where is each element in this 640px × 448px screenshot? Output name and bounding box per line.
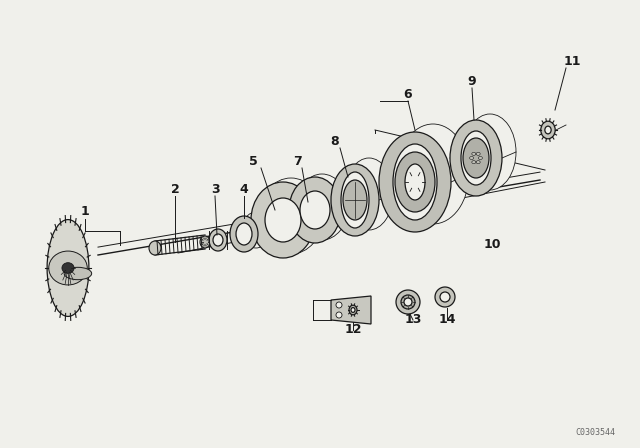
Text: 9: 9 (468, 75, 476, 88)
Ellipse shape (479, 156, 483, 159)
Ellipse shape (349, 305, 357, 315)
Text: 12: 12 (344, 323, 362, 336)
Text: 5: 5 (248, 155, 257, 168)
Ellipse shape (265, 198, 301, 242)
Text: 7: 7 (294, 155, 302, 168)
Ellipse shape (461, 131, 491, 185)
Ellipse shape (251, 182, 315, 258)
Text: 2: 2 (171, 183, 179, 196)
Text: 3: 3 (211, 183, 220, 196)
Ellipse shape (209, 229, 227, 251)
Ellipse shape (259, 178, 323, 254)
Ellipse shape (393, 144, 437, 220)
Ellipse shape (289, 177, 341, 243)
Ellipse shape (200, 236, 210, 248)
Ellipse shape (404, 298, 412, 306)
Ellipse shape (336, 302, 342, 308)
Text: 13: 13 (404, 313, 422, 326)
Ellipse shape (435, 287, 455, 307)
Ellipse shape (296, 174, 348, 240)
Text: 6: 6 (404, 88, 412, 101)
Ellipse shape (405, 164, 425, 200)
Ellipse shape (331, 164, 379, 236)
Text: C0303544: C0303544 (575, 427, 615, 436)
Polygon shape (331, 296, 371, 324)
Ellipse shape (470, 156, 474, 159)
Ellipse shape (236, 223, 252, 245)
Ellipse shape (351, 308, 355, 312)
Ellipse shape (341, 172, 369, 228)
Ellipse shape (49, 251, 87, 285)
Ellipse shape (336, 312, 342, 318)
Ellipse shape (396, 290, 420, 314)
Ellipse shape (343, 180, 367, 220)
Text: 4: 4 (239, 183, 248, 196)
Ellipse shape (545, 126, 551, 134)
Ellipse shape (345, 158, 393, 230)
Text: 11: 11 (563, 55, 580, 68)
Ellipse shape (230, 216, 258, 252)
Text: 10: 10 (483, 238, 500, 251)
Ellipse shape (463, 138, 489, 178)
Ellipse shape (64, 267, 92, 280)
Ellipse shape (397, 124, 469, 224)
Ellipse shape (62, 263, 74, 273)
Ellipse shape (213, 234, 223, 246)
Ellipse shape (395, 152, 435, 212)
Ellipse shape (476, 161, 480, 164)
Ellipse shape (149, 241, 161, 255)
Ellipse shape (472, 152, 476, 155)
Ellipse shape (242, 212, 270, 248)
Ellipse shape (401, 295, 415, 309)
Ellipse shape (379, 132, 451, 232)
Ellipse shape (464, 114, 516, 190)
Text: 8: 8 (331, 135, 339, 148)
Ellipse shape (476, 152, 480, 155)
Text: 14: 14 (438, 313, 456, 326)
Text: 1: 1 (81, 205, 90, 218)
Ellipse shape (472, 161, 476, 164)
Ellipse shape (47, 220, 89, 316)
Ellipse shape (440, 292, 450, 302)
Ellipse shape (300, 191, 330, 229)
Ellipse shape (450, 120, 502, 196)
Ellipse shape (541, 121, 556, 139)
